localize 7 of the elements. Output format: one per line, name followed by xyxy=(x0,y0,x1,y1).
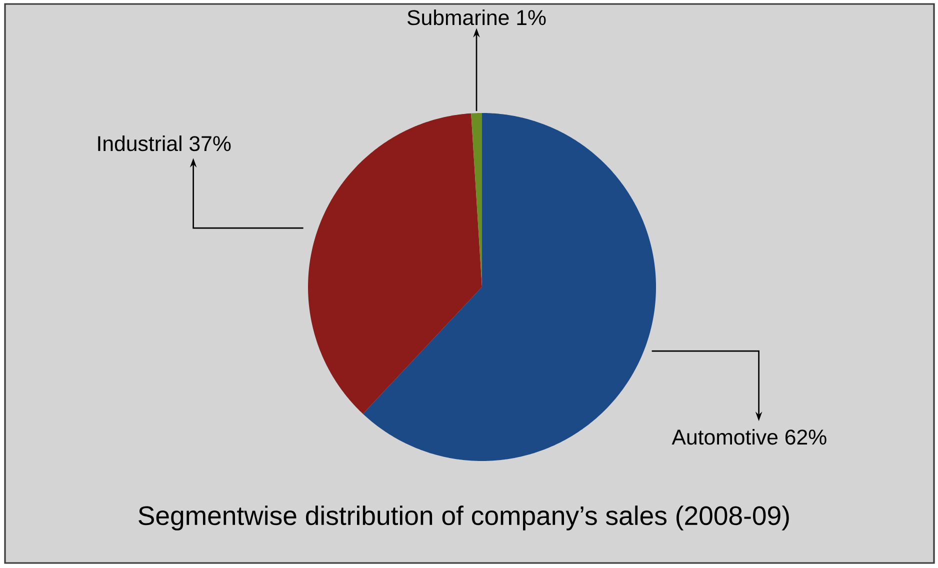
data-label: 1% xyxy=(517,10,546,26)
text: Segmentwise distribution of company’s sales (2008-09) xyxy=(138,506,789,530)
slice-label: Automotive xyxy=(672,429,778,445)
slice-label: Industrial xyxy=(98,136,182,152)
slice-label: Submarine xyxy=(408,10,509,26)
data-label: 37% xyxy=(190,136,231,152)
data-label: 62% xyxy=(785,430,826,445)
